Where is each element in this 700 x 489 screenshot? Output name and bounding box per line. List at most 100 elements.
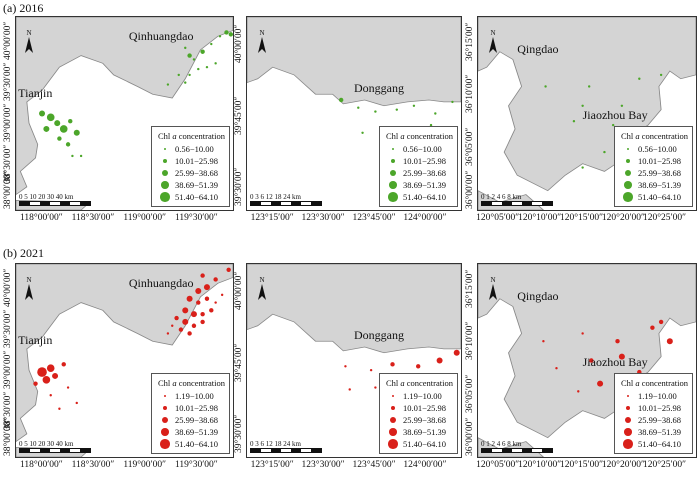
city-label: Donggang (354, 327, 404, 342)
station-dot (200, 311, 205, 317)
legend-dot-icon (389, 417, 396, 423)
legend: Chl a concentration 0.56−10.00 10.01−25.98… (150, 126, 230, 207)
x-tick-label: 120°25′00″ (643, 460, 687, 470)
station-dot (66, 386, 70, 389)
scale-bar-label: 0 1 2 4 6 8 km (481, 440, 522, 448)
y-tick-label: 36°00′00″ (465, 170, 475, 209)
legend-item: 38.69−51.39 (386, 179, 453, 191)
row-label-2021: (b) 2021 (3, 246, 44, 260)
x-tick-label: 123°15′00″ (250, 460, 294, 470)
legend-item: 51.40−64.10 (621, 191, 688, 203)
coastline-map (478, 264, 696, 457)
legend-dot-icon (389, 170, 396, 176)
station-dot (200, 49, 205, 54)
legend-class-label: 1.19−10.00 (637, 391, 677, 401)
station-dot (73, 129, 80, 136)
scale-bar: 0 1 2 4 6 8 km (481, 440, 553, 453)
y-tick-label: 38°00′00″ (3, 417, 13, 456)
legend-dot-icon (163, 394, 167, 398)
legend-class-label: 10.01−25.98 (174, 403, 218, 413)
legend-class-label: 38.69−51.39 (637, 427, 681, 437)
legend-dot-icon (160, 192, 170, 202)
map-panel-left-2021: Qinhuangdao Tianjin N 0 5 10 20 30 40 km Chl… (15, 263, 234, 458)
station-dot (658, 319, 664, 325)
station-dot (611, 123, 615, 127)
legend-class-label: 25.99−38.68 (637, 168, 681, 178)
legend-class-label: 25.99−38.68 (637, 415, 681, 425)
legend-dot-icon (625, 158, 631, 164)
legend-item: 25.99−38.68 (158, 414, 225, 426)
legend-dot-icon (390, 158, 396, 164)
legend-item: 38.69−51.39 (621, 179, 688, 191)
legend-dot-icon (162, 405, 168, 411)
x-tick-label: 123°45′00″ (352, 213, 396, 223)
land-area (16, 17, 233, 196)
station-dot (357, 106, 360, 109)
station-dot (374, 110, 377, 113)
y-tick-label: 39°45′00″ (234, 343, 244, 382)
station-layer (39, 30, 233, 158)
city-label: Qingdao (517, 289, 559, 304)
legend-dot-icon (163, 147, 167, 151)
station-dot (589, 358, 594, 363)
station-dot (200, 273, 205, 278)
station-dot (587, 85, 591, 88)
city-label: Jiaozhou Bay (582, 354, 648, 369)
land-area (478, 264, 696, 457)
station-dot (166, 332, 170, 335)
station-dot (210, 42, 213, 46)
scale-bar-label: 0 5 10 20 30 40 km (19, 193, 74, 201)
station-dot (209, 308, 214, 313)
station-dot (166, 83, 170, 86)
x-tick-label: 120°25′00″ (643, 213, 687, 223)
legend: Chl a concentration 0.56−10.00 10.01−25.98… (378, 126, 458, 207)
station-dot (434, 112, 437, 115)
legend-dot-icon (388, 439, 398, 449)
legend-class-label: 10.01−25.98 (402, 403, 446, 413)
legend-dot-icon (161, 170, 168, 176)
x-tick-label: 120°05′00″ (476, 460, 520, 470)
station-dot (638, 77, 641, 80)
legend: Chl a concentration 1.19−10.00 10.01−25.98… (378, 373, 458, 454)
station-dot (620, 104, 624, 107)
scale-bar-graphic (19, 201, 91, 206)
legend: Chl a concentration 1.19−10.00 10.01−25.98… (613, 373, 693, 454)
legend-item: 0.56−10.00 (158, 143, 225, 155)
station-dot (68, 119, 73, 124)
station-dot (188, 73, 191, 77)
legend-class-label: 0.56−10.00 (637, 144, 677, 154)
station-dot (75, 401, 78, 405)
coastline-map (478, 17, 696, 210)
legend-item: 51.40−64.10 (386, 191, 453, 203)
legend-dot-icon (626, 147, 630, 151)
station-dot (542, 340, 545, 343)
station-dot (79, 154, 83, 158)
station-dot (390, 362, 395, 367)
legend-item: 10.01−25.98 (621, 402, 688, 414)
legend-class-label: 51.40−64.10 (637, 192, 681, 202)
station-dot (61, 362, 66, 367)
station-dot (195, 288, 202, 295)
y-tick-label: 39°30′00″ (234, 414, 244, 454)
legend-class-label: 0.56−10.00 (402, 144, 442, 154)
legend-item: 1.19−10.00 (158, 390, 225, 402)
scale-bar: 0 5 10 20 30 40 km (19, 440, 91, 453)
legend-dot-icon (391, 394, 395, 398)
legend-dot-icon (625, 405, 631, 411)
legend-item: 0.56−10.00 (621, 143, 688, 155)
scale-bar: 0 5 10 20 30 40 km (19, 193, 91, 206)
x-tick-label: 124°00′00″ (403, 213, 447, 223)
station-dot (52, 372, 59, 379)
x-tick-label: 120°15′00″ (560, 460, 604, 470)
legend-class-label: 25.99−38.68 (402, 415, 446, 425)
station-dot (214, 301, 217, 304)
x-tick-label: 119°30′00″ (175, 460, 218, 470)
station-dot (436, 357, 443, 364)
legend-title: Chl a concentration (385, 378, 453, 388)
y-tick-label: 40°00′00″ (3, 268, 13, 308)
legend-class-label: 25.99−38.68 (402, 168, 446, 178)
y-tick-label: 39°30′00″ (3, 62, 13, 102)
station-dot (196, 300, 201, 305)
legend-item: 25.99−38.68 (158, 167, 225, 179)
scale-bar-graphic (250, 448, 322, 453)
